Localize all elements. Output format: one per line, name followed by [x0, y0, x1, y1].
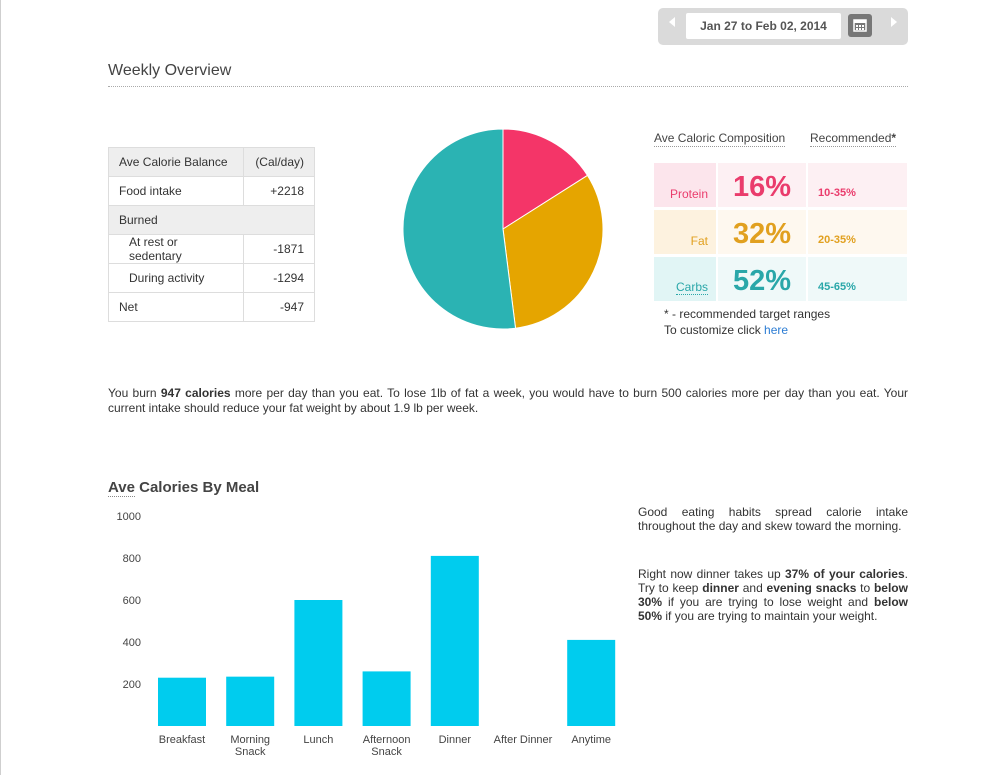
recommended-header: Recommended* — [810, 131, 897, 147]
advice-text: . Try to keep — [638, 567, 908, 595]
calorie-summary: You burn 947 calories more per day than … — [108, 386, 908, 416]
advice-highlight: below 30% — [638, 581, 908, 609]
macro-label-cell: Fat — [654, 210, 716, 254]
row-label: Burned — [108, 205, 315, 235]
table-row: During activity -1294 — [108, 263, 315, 293]
pie-slice-carbs — [402, 128, 517, 330]
table-row: At rest or sedentary -1871 — [108, 234, 315, 264]
advice-text: to — [856, 581, 874, 595]
bar — [567, 639, 616, 726]
row-label: Net — [108, 292, 244, 322]
macro-recommended: 10-35% — [818, 187, 856, 199]
customize-text: To customize click — [664, 323, 765, 337]
bar — [294, 600, 343, 726]
bar — [226, 676, 275, 726]
row-value: -1871 — [243, 234, 315, 264]
row-label: During activity — [108, 263, 244, 293]
macro-recommended: 20-35% — [818, 234, 856, 246]
macro-recommended: 45-65% — [818, 281, 856, 293]
meal-chart-title-ave: Ave — [108, 479, 135, 497]
x-tick-label: Afternoon Snack — [363, 734, 411, 758]
summary-text: more per day than you eat. To lose 1lb o… — [108, 386, 908, 415]
customize-note: To customize click here — [664, 323, 788, 337]
advice-text: and — [738, 581, 767, 595]
row-label: Food intake — [108, 176, 244, 206]
title-divider — [108, 86, 908, 87]
page-title: Weekly Overview — [108, 62, 232, 79]
chevron-left-icon[interactable] — [669, 17, 675, 27]
calendar-icon[interactable] — [848, 14, 872, 37]
y-tick-label: 200 — [123, 679, 141, 691]
macro-recommended-cell: 20-35% — [808, 210, 907, 254]
macro-percent: 52% — [718, 257, 806, 301]
advice-paragraph-2: Right now dinner takes up 37% of your ca… — [638, 567, 908, 623]
composition-row-protein: Protein 16% 10-35% — [654, 163, 907, 207]
summary-text: You burn — [108, 386, 161, 400]
macro-percent: 32% — [718, 210, 806, 254]
x-tick-label: Anytime — [571, 734, 611, 746]
x-tick-label: Lunch — [303, 734, 333, 746]
summary-highlight: 947 calories — [160, 386, 231, 400]
x-tick-label: Morning Snack — [230, 734, 270, 758]
meal-chart-title-rest: Calories By Meal — [134, 479, 260, 496]
macro-label-cell: Protein — [654, 163, 716, 207]
composition-header: Ave Caloric Composition — [654, 131, 786, 147]
advice-highlight: evening snacks — [766, 581, 857, 595]
calories-by-meal-chart: 200 400 600 800 1000 Breakfast Morning Snack Lun… — [117, 511, 616, 758]
composition-row-carbs: Carbs 52% 45-65% — [654, 257, 907, 301]
recommended-note: * - recommended target ranges — [664, 307, 831, 321]
header-unit: (Cal/day) — [243, 147, 315, 177]
meal-chart-title: Ave Calories By Meal — [108, 479, 260, 497]
macro-label-cell: Carbs — [654, 257, 716, 301]
advice-highlight: dinner — [702, 581, 739, 595]
advice-paragraph-1: Good eating habits spread calorie intake… — [638, 505, 908, 533]
left-border — [0, 0, 1, 775]
chevron-right-icon[interactable] — [891, 17, 897, 27]
macro-label: Carbs — [675, 280, 708, 295]
advice-text: if you are trying to maintain your weigh… — [662, 609, 878, 623]
composition-pie-chart — [402, 128, 604, 330]
recommended-label: Recommended — [810, 131, 892, 145]
table-header: Ave Calorie Balance (Cal/day) — [108, 147, 315, 177]
table-row: Burned — [108, 205, 315, 235]
macro-label: Protein — [669, 187, 708, 201]
x-tick-label: Dinner — [439, 734, 472, 746]
table-row: Food intake +2218 — [108, 176, 315, 206]
macro-percent: 16% — [718, 163, 806, 207]
y-tick-label: 1000 — [117, 511, 141, 523]
calorie-balance-table: Ave Calorie Balance (Cal/day) Food intak… — [108, 147, 315, 322]
macro-recommended-cell: 45-65% — [808, 257, 907, 301]
macro-recommended-cell: 10-35% — [808, 163, 907, 207]
table-row: Net -947 — [108, 292, 315, 322]
bar — [362, 671, 411, 726]
header-label: Ave Calorie Balance — [108, 147, 244, 177]
advice-text: Right now dinner takes up — [638, 567, 785, 581]
bar — [158, 677, 206, 726]
date-range-selector: Jan 27 to Feb 02, 2014 — [658, 8, 908, 45]
y-tick-label: 800 — [123, 553, 141, 565]
pie-slice-protein — [502, 128, 589, 230]
advice-text: if you are trying to lose weight and — [662, 595, 874, 609]
y-tick-label: 400 — [123, 637, 141, 649]
row-label: At rest or sedentary — [108, 234, 244, 264]
x-tick-label: Breakfast — [159, 734, 205, 746]
composition-row-fat: Fat 32% 20-35% — [654, 210, 907, 254]
row-value: -947 — [243, 292, 315, 322]
advice-highlight: below 50% — [638, 595, 908, 623]
date-range-label[interactable]: Jan 27 to Feb 02, 2014 — [686, 13, 841, 39]
recommended-asterisk: * — [891, 131, 897, 145]
bar — [430, 555, 479, 726]
row-value: -1294 — [243, 263, 315, 293]
y-tick-label: 600 — [123, 595, 141, 607]
x-tick-label: After Dinner — [494, 734, 553, 746]
pie-slice-fat — [502, 174, 604, 329]
customize-link[interactable]: here — [764, 323, 789, 337]
row-value: +2218 — [243, 176, 315, 206]
macro-label: Fat — [690, 234, 708, 248]
advice-highlight: 37% of your calories — [785, 567, 905, 581]
